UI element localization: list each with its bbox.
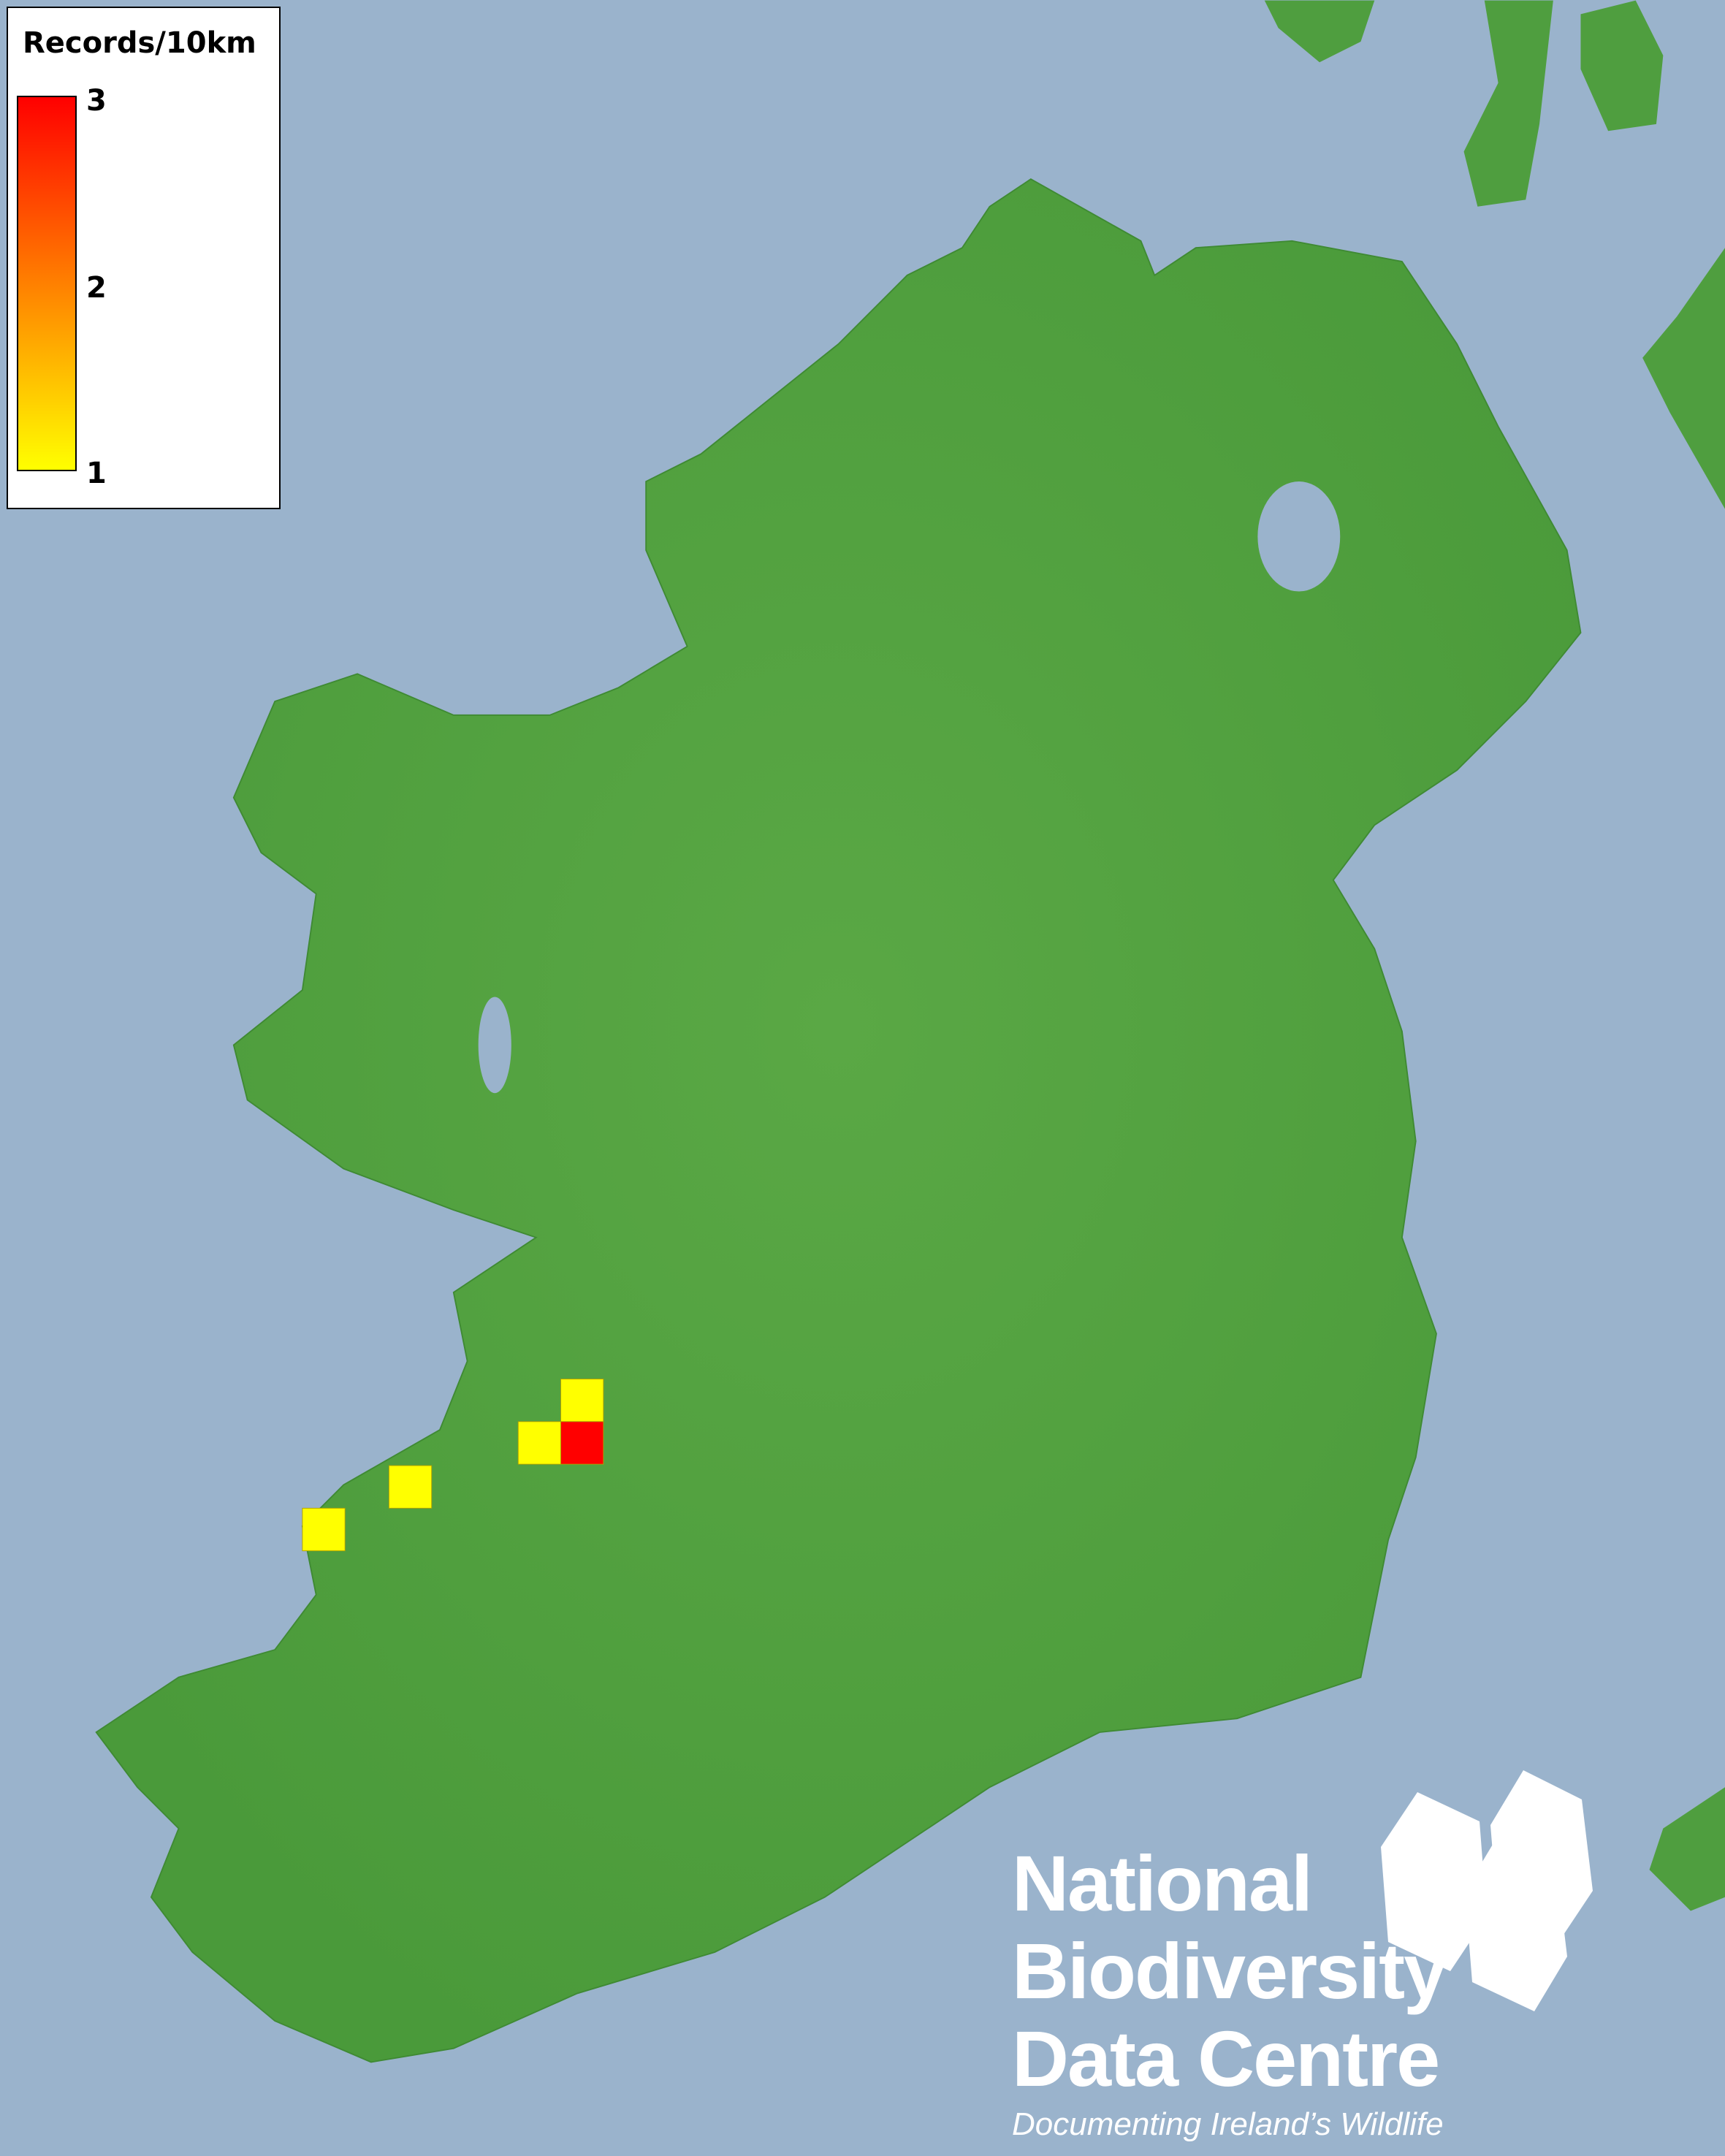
seahorse-icon	[1465, 1836, 1567, 2011]
legend-color-scale	[17, 96, 77, 471]
legend: Records/10km 3 2 1	[7, 7, 281, 509]
record-square	[517, 1421, 562, 1465]
record-squares	[302, 1379, 604, 1552]
logo-tagline: Documenting Ireland’s Wildlife	[1012, 2106, 1444, 2142]
record-square	[302, 1507, 346, 1552]
plant-icon	[1381, 1792, 1487, 1971]
record-square	[560, 1379, 604, 1422]
logo-line-1: National	[1012, 1839, 1313, 1927]
legend-tick-min: 1	[86, 457, 107, 490]
legend-tick-mid: 2	[86, 271, 107, 305]
legend-tick-max: 3	[86, 84, 107, 118]
lough-neagh	[1257, 481, 1341, 592]
logo-line-3: Data Centre	[1012, 2014, 1440, 2103]
logo-hexagons	[1381, 1770, 1593, 2011]
ireland-landmass	[95, 178, 1582, 2063]
logo-line-2: Biodiversity	[1012, 1927, 1447, 2015]
lough-corrib	[478, 997, 511, 1094]
legend-title: Records/10km	[23, 26, 256, 60]
record-square	[388, 1465, 433, 1509]
record-square	[560, 1421, 604, 1465]
nbdc-logo: National Biodiversity Data Centre Docume…	[1012, 1770, 1593, 2144]
